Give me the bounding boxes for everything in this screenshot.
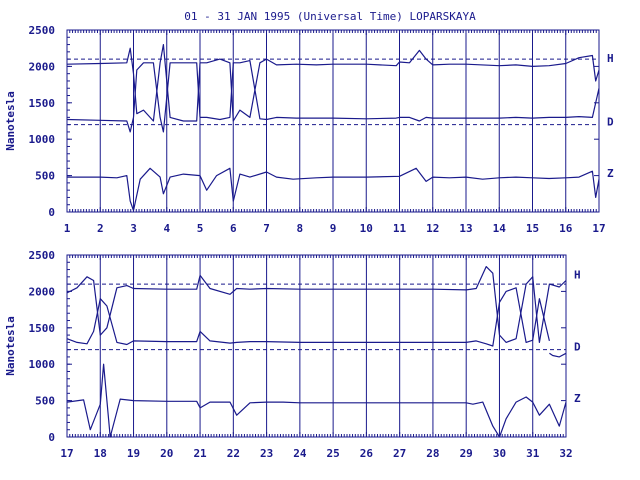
x-tick-label: 8	[296, 222, 303, 235]
series-label-z: Z	[607, 167, 614, 180]
y-tick-label: 0	[48, 431, 55, 444]
y-tick-label: 500	[35, 395, 55, 408]
series-line-d	[66, 287, 550, 347]
x-tick-label: 11	[393, 222, 407, 235]
x-tick-label: 16	[559, 222, 573, 235]
x-tick-label: 17	[592, 222, 605, 235]
y-tick-label: 1500	[29, 322, 56, 335]
series-line-d	[66, 59, 600, 133]
x-tick-label: 18	[94, 447, 107, 460]
x-tick-label: 24	[293, 447, 307, 460]
x-tick-label: 2	[97, 222, 104, 235]
y-tick-label: 1000	[29, 358, 56, 371]
x-tick-label: 17	[60, 447, 73, 460]
chart-title: 01 - 31 JAN 1995 (Universal Time) LOPARS…	[184, 10, 476, 23]
x-tick-label: 6	[230, 222, 237, 235]
x-tick-label: 4	[163, 222, 170, 235]
y-tick-label: 2500	[29, 249, 56, 262]
x-tick-label: 14	[493, 222, 507, 235]
x-tick-label: 10	[360, 222, 373, 235]
x-tick-label: 32	[559, 447, 572, 460]
x-tick-label: 12	[426, 222, 439, 235]
x-tick-label: 1	[64, 222, 71, 235]
x-tick-label: 13	[459, 222, 472, 235]
series-label-d: D	[607, 115, 614, 128]
y-tick-label: 2000	[29, 285, 56, 298]
y-tick-label: 1500	[29, 97, 56, 110]
x-tick-label: 27	[393, 447, 406, 460]
y-axis-label: Nanotesla	[4, 316, 17, 376]
y-tick-label: 0	[48, 206, 55, 219]
x-tick-label: 22	[227, 447, 240, 460]
panel-lower: 17 18 19 20 21 22 23 24 25 26 27 28 29 30 31 32 0 500 1000…	[4, 249, 581, 460]
series-line-z	[67, 167, 600, 212]
x-tick-label: 7	[263, 222, 270, 235]
x-tick-label: 3	[130, 222, 137, 235]
y-tick-label: 1000	[29, 133, 56, 146]
series-line-d	[549, 352, 567, 358]
series-label-z: Z	[574, 392, 581, 405]
series-line-z	[66, 363, 567, 438]
x-tick-label: 5	[197, 222, 204, 235]
series-label-d: D	[574, 340, 581, 353]
series-line-h	[66, 266, 567, 343]
x-tick-label: 26	[360, 447, 374, 460]
y-axis-label: Nanotesla	[4, 91, 17, 151]
x-tick-label: 30	[493, 447, 506, 460]
y-tick-label: 2500	[29, 24, 56, 37]
x-tick-label: 31	[526, 447, 540, 460]
series-label-h: H	[607, 52, 614, 65]
x-tick-label: 28	[426, 447, 439, 460]
series-label-h: H	[574, 268, 581, 281]
y-tick-label: 500	[35, 170, 55, 183]
x-tick-label: 25	[327, 447, 340, 460]
x-tick-label: 23	[260, 447, 273, 460]
y-tick-label: 2000	[29, 60, 56, 73]
series-line-h	[66, 43, 600, 122]
x-tick-label: 21	[193, 447, 207, 460]
x-tick-label: 20	[160, 447, 173, 460]
x-tick-label: 29	[460, 447, 473, 460]
x-tick-label: 15	[526, 222, 539, 235]
x-tick-label: 19	[127, 447, 140, 460]
x-tick-label: 9	[330, 222, 337, 235]
panel-upper: 1 2 3 4 5 6 7 8 9 10 11 12 13 14 15 16 17050010001500200…	[4, 24, 614, 235]
